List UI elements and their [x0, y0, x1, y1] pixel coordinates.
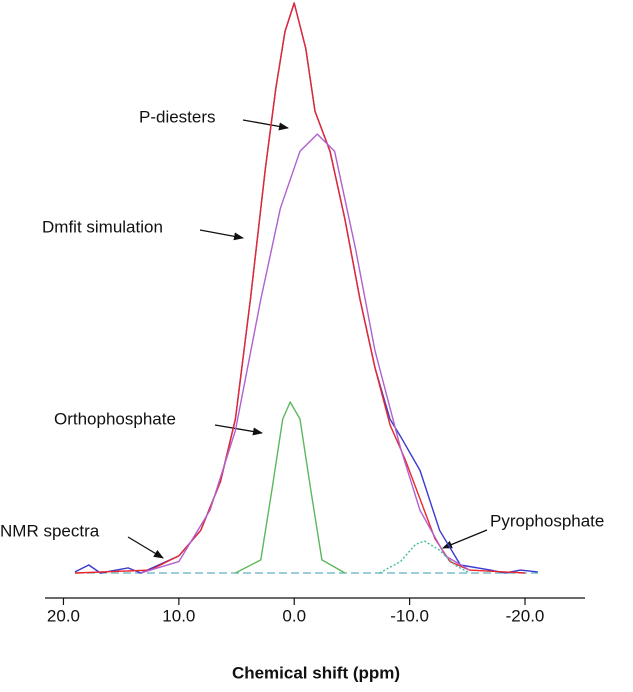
x-tick-label: 20.0 [47, 606, 80, 625]
series-label: Orthophosphate [54, 409, 176, 428]
series-line [74, 2, 538, 574]
series-label: P-diesters [139, 107, 216, 126]
arrow [442, 529, 488, 549]
arrow [242, 119, 289, 131]
series-label: Pyrophosphate [490, 511, 604, 530]
series-label: NMR spectra [0, 521, 100, 540]
arrow [127, 536, 164, 559]
series-line [235, 401, 346, 574]
arrows [127, 119, 488, 559]
x-tick-label: -20.0 [506, 606, 545, 625]
x-tick-label: -10.0 [390, 606, 429, 625]
x-tick-label: 0.0 [282, 606, 306, 625]
series-label: Dmfit simulation [42, 217, 163, 236]
x-axis-label: Chemical shift (ppm) [232, 663, 400, 682]
series-line [74, 2, 526, 574]
arrow [199, 229, 244, 241]
series-line [379, 540, 470, 574]
x-tick-label: 10.0 [162, 606, 195, 625]
arrow [214, 424, 263, 436]
series-line [140, 133, 470, 574]
